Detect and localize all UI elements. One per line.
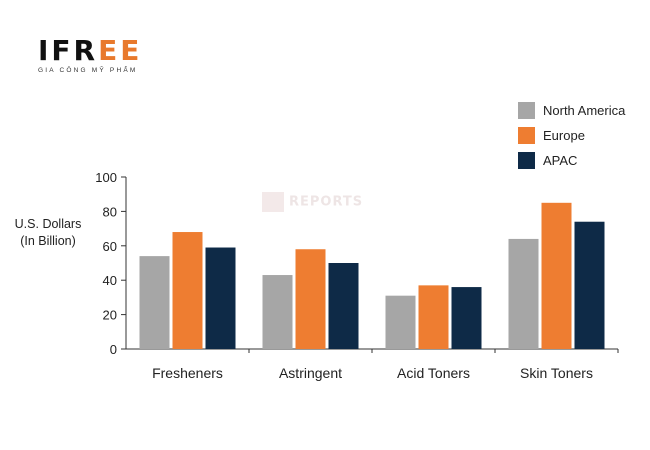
legend-item-europe: Europe bbox=[518, 126, 625, 144]
legend-label-apac: APAC bbox=[543, 152, 578, 168]
legend-swatch-north-america bbox=[518, 101, 535, 119]
y-tick-label: 20 bbox=[103, 308, 117, 323]
bar-north-america-skin-toners bbox=[508, 238, 539, 349]
legend-item-apac: APAC bbox=[518, 151, 625, 169]
y-tick-label: 100 bbox=[95, 170, 117, 185]
bar-europe-fresheners bbox=[172, 232, 203, 349]
legend-swatch-europe bbox=[518, 126, 535, 144]
watermark-text: REPORTS bbox=[289, 194, 364, 210]
bar-europe-skin-toners bbox=[541, 202, 572, 349]
watermark: REPORTS bbox=[262, 192, 363, 212]
logo-mark-accent: EE bbox=[98, 34, 143, 67]
bar-north-america-fresheners bbox=[139, 256, 170, 349]
legend-item-north-america: North America bbox=[518, 101, 625, 119]
bar-europe-acid-toners bbox=[418, 285, 449, 349]
y-axis-label-line-2: (In Billion) bbox=[20, 234, 76, 248]
y-tick-label: 80 bbox=[103, 204, 117, 219]
bar-apac-acid-toners bbox=[451, 287, 482, 349]
legend-label-north-america: North America bbox=[543, 102, 626, 118]
bar-europe-astringent bbox=[295, 249, 326, 349]
x-category-label: Acid Toners bbox=[397, 365, 470, 381]
y-axis-label-line-1: U.S. Dollars bbox=[14, 217, 82, 231]
y-axis-label: U.S. Dollars (In Billion) bbox=[8, 216, 88, 250]
logo-mark: IFREE bbox=[38, 36, 142, 66]
y-tick-label: 0 bbox=[110, 342, 117, 357]
legend-label-europe: Europe bbox=[543, 127, 585, 143]
x-category-label: Astringent bbox=[279, 365, 342, 381]
logo: IFREE GIA CÔNG MỸ PHẨM bbox=[38, 36, 142, 75]
y-tick-label: 60 bbox=[103, 239, 117, 254]
bar-apac-astringent bbox=[328, 263, 359, 349]
x-category-label: Skin Toners bbox=[520, 365, 593, 381]
x-category-label: Fresheners bbox=[152, 365, 223, 381]
logo-tagline: GIA CÔNG MỸ PHẨM bbox=[38, 67, 138, 74]
y-tick-label: 40 bbox=[103, 273, 117, 288]
bar-apac-skin-toners bbox=[574, 221, 605, 349]
logo-mark-main: IFR bbox=[38, 34, 99, 67]
legend-swatch-apac bbox=[518, 151, 535, 169]
bar-north-america-astringent bbox=[262, 275, 293, 349]
legend: North America Europe APAC bbox=[518, 101, 625, 176]
watermark-icon bbox=[262, 192, 284, 212]
bar-apac-fresheners bbox=[205, 247, 236, 349]
bar-north-america-acid-toners bbox=[385, 295, 416, 349]
